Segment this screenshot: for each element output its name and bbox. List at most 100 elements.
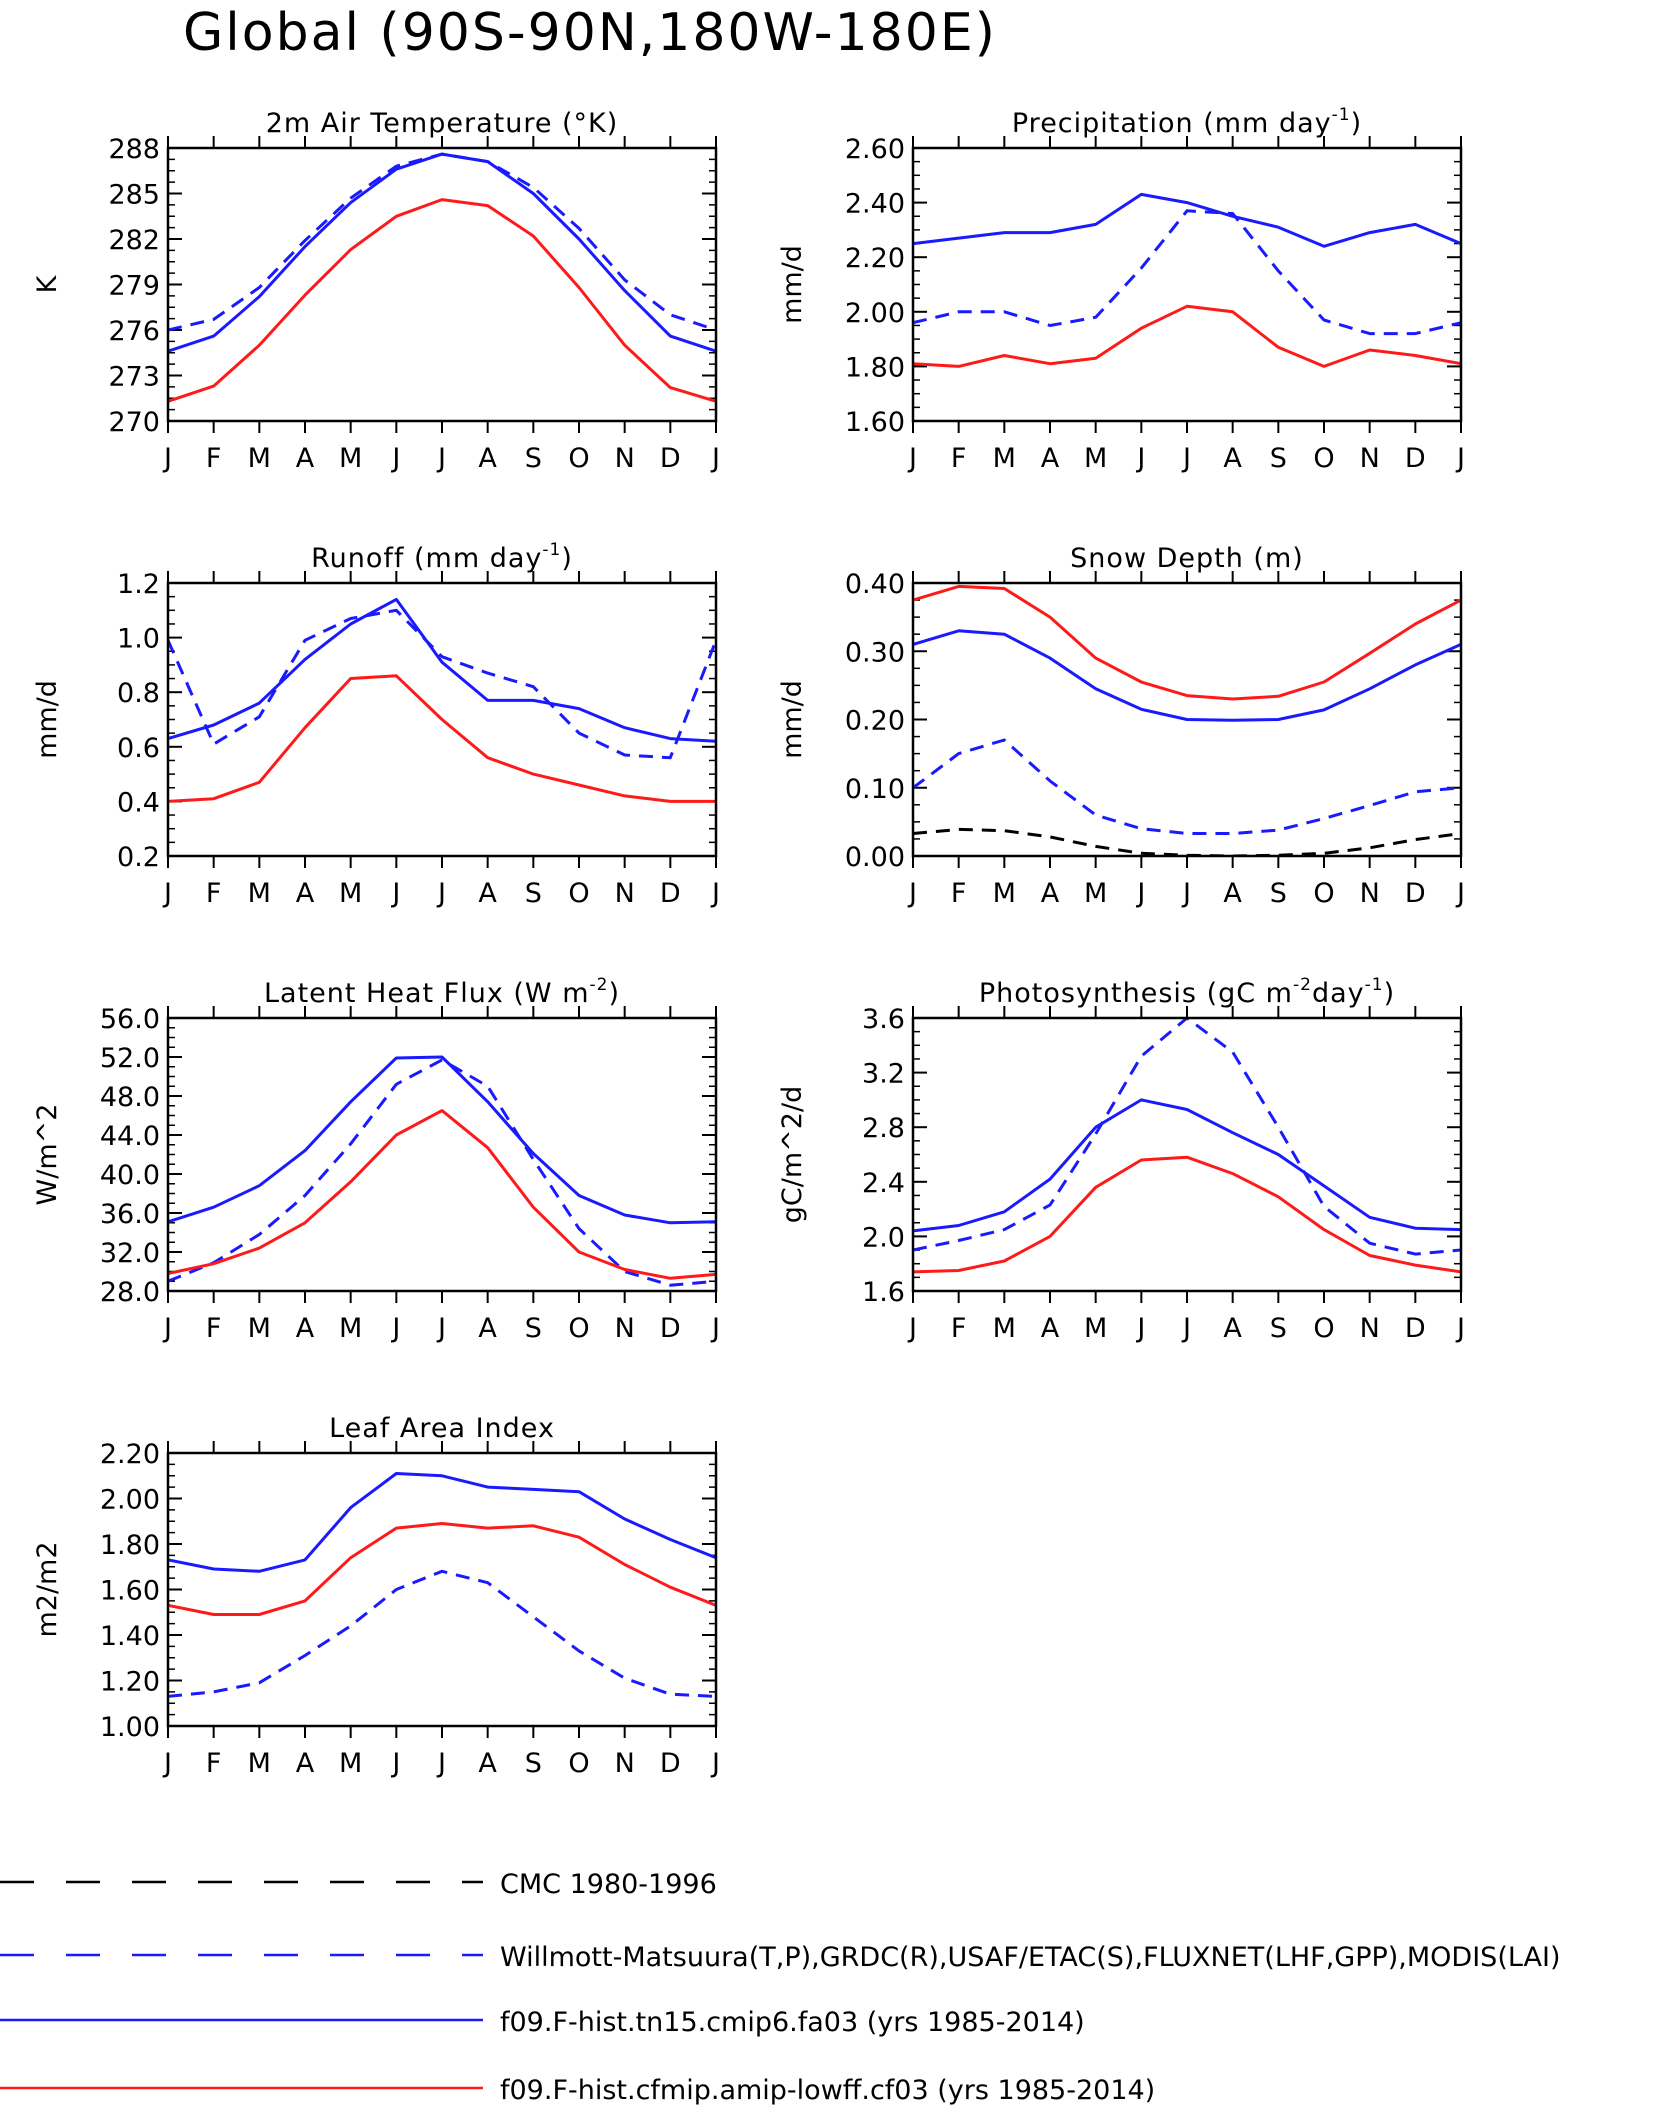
y-tick-label: 279 [108, 271, 160, 302]
panel-title: Latent Heat Flux (W m-2) [264, 975, 620, 1009]
x-tick-label: M [1084, 878, 1107, 909]
y-tick-label: 2.4 [862, 1168, 905, 1199]
x-tick-label: S [525, 1748, 542, 1779]
y-axis-label: mm/d [777, 245, 808, 324]
x-tick-label: J [162, 443, 172, 474]
panel-title: Precipitation (mm day-1) [1012, 105, 1362, 139]
x-tick-label: N [615, 878, 635, 909]
y-tick-label: 0.6 [117, 733, 160, 764]
x-tick-label: O [1313, 878, 1334, 909]
y-tick-label: 52.0 [100, 1043, 160, 1074]
y-tick-label: 2.60 [845, 134, 905, 165]
x-tick-label: M [1084, 443, 1107, 474]
x-tick-label: J [390, 443, 400, 474]
x-tick-label: J [907, 1313, 917, 1344]
x-tick-label: F [951, 1313, 967, 1344]
panel-title: Photosynthesis (gC m-2day-1) [979, 975, 1395, 1009]
series-model2-line [168, 674, 716, 803]
x-tick-label: N [1360, 443, 1380, 474]
x-tick-label: N [1360, 878, 1380, 909]
y-tick-label: 1.20 [100, 1667, 160, 1698]
x-tick-label: M [1084, 1313, 1107, 1344]
x-tick-label: D [1405, 878, 1426, 909]
y-tick-label: 1.2 [117, 569, 160, 600]
x-tick-label: F [206, 878, 222, 909]
x-tick-label: D [1405, 443, 1426, 474]
x-tick-label: A [478, 878, 497, 909]
y-tick-label: 1.60 [100, 1576, 160, 1607]
x-tick-label: J [1181, 443, 1191, 474]
x-tick-label: J [710, 443, 720, 474]
panel-6: Photosynthesis (gC m-2day-1) gC/m^2/d 1.6 2… [777, 975, 1465, 1344]
figure-title: Global (90S-90N,180W-180E) [183, 3, 997, 63]
y-axis-label: mm/d [32, 680, 63, 759]
y-tick-label: 2.20 [845, 243, 905, 274]
x-tick-label: A [478, 443, 497, 474]
x-tick-label: D [1405, 1313, 1426, 1344]
y-axis-label: W/m^2 [32, 1104, 63, 1206]
series-model2-line [168, 198, 716, 403]
y-tick-label: 288 [108, 134, 160, 165]
x-tick-label: D [660, 878, 681, 909]
x-tick-label: A [478, 1748, 497, 1779]
y-axis-label: gC/m^2/d [777, 1086, 808, 1223]
x-tick-label: J [1181, 878, 1191, 909]
x-tick-label: S [1270, 878, 1287, 909]
x-tick-label: M [248, 1313, 271, 1344]
series-model1-line [913, 629, 1461, 722]
y-tick-label: 48.0 [100, 1082, 160, 1113]
x-tick-label: J [710, 878, 720, 909]
y-tick-label: 282 [108, 225, 160, 256]
x-tick-label: D [660, 1313, 681, 1344]
y-tick-label: 0.40 [845, 569, 905, 600]
panel-title: 2m Air Temperature (°K) [266, 108, 619, 139]
x-tick-label: J [1135, 878, 1145, 909]
legend-label: f09.F-hist.tn15.cmip6.fa03 (yrs 1985-201… [500, 2007, 1085, 2038]
y-tick-label: 1.40 [100, 1621, 160, 1652]
series-obs-line [168, 608, 716, 760]
x-tick-label: M [339, 1313, 362, 1344]
legend: CMC 1980-1996 Willmott-Matsuura(T,P),GRDC… [0, 1869, 1560, 2106]
x-tick-label: A [1223, 1313, 1242, 1344]
y-tick-label: 1.00 [100, 1712, 160, 1743]
legend-label: Willmott-Matsuura(T,P),GRDC(R),USAF/ETAC… [500, 1942, 1560, 1973]
panel-title: Leaf Area Index [329, 1413, 555, 1444]
x-tick-label: M [993, 1313, 1016, 1344]
x-tick-label: F [951, 878, 967, 909]
x-tick-label: A [1223, 878, 1242, 909]
x-tick-label: A [296, 1313, 315, 1344]
y-tick-label: 32.0 [100, 1238, 160, 1269]
x-tick-label: F [206, 1313, 222, 1344]
series-model1-line [168, 152, 716, 353]
x-tick-label: J [390, 878, 400, 909]
panel-3: Runoff (mm day-1) mm/d 0.2 0.4 0.6 0.8 1.0 1.2 J… [32, 540, 720, 909]
y-tick-label: 2.20 [100, 1439, 160, 1470]
series-model1-line [913, 1098, 1461, 1233]
panels: 2m Air Temperature (°K) K 270 273 276 279 282 2… [32, 105, 1465, 1779]
x-tick-label: O [1313, 443, 1334, 474]
legend-label: CMC 1980-1996 [500, 1869, 717, 1900]
series-model1-line [168, 1055, 716, 1225]
y-tick-label: 1.6 [862, 1277, 905, 1308]
x-tick-label: J [1455, 878, 1465, 909]
x-tick-label: A [1041, 878, 1060, 909]
x-tick-label: J [710, 1748, 720, 1779]
y-tick-label: 1.60 [845, 407, 905, 438]
x-tick-label: J [390, 1748, 400, 1779]
panel-title: Snow Depth (m) [1070, 543, 1304, 574]
x-tick-label: J [907, 443, 917, 474]
y-tick-label: 40.0 [100, 1160, 160, 1191]
y-tick-label: 3.2 [862, 1059, 905, 1090]
x-tick-label: N [1360, 1313, 1380, 1344]
series-cmc-line [913, 827, 1461, 856]
x-tick-label: J [436, 878, 446, 909]
x-tick-label: J [390, 1313, 400, 1344]
series-model1-line [168, 597, 716, 743]
series-obs-line [913, 1018, 1461, 1256]
x-tick-label: J [162, 1748, 172, 1779]
y-axis-label: K [32, 274, 63, 293]
panel-title: Runoff (mm day-1) [311, 540, 573, 574]
y-tick-label: 0.4 [117, 787, 160, 818]
series-obs-line [913, 209, 1461, 336]
